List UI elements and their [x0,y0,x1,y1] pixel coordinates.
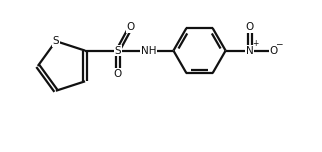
Text: +: + [252,39,258,48]
Text: O: O [127,22,135,32]
Text: N: N [246,46,254,56]
Text: S: S [115,46,121,56]
Text: O: O [246,22,254,32]
Text: −: − [275,39,283,48]
Text: S: S [52,36,59,46]
Text: O: O [114,69,122,79]
Text: NH: NH [141,46,156,56]
Text: O: O [270,46,278,56]
